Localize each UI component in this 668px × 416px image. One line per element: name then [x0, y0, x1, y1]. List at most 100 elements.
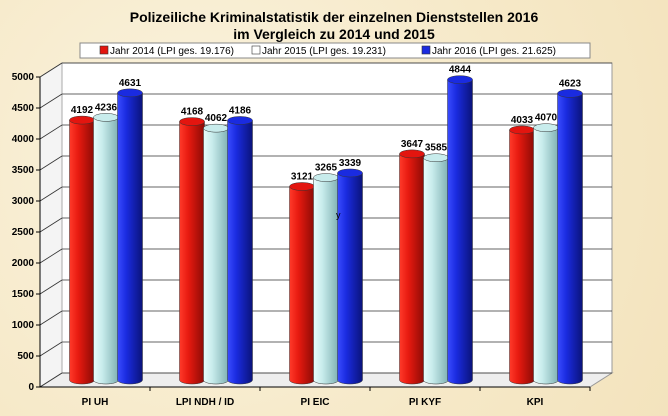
- y-tick-label: 5000: [12, 72, 35, 83]
- x-tick-label: KPI: [527, 397, 544, 408]
- legend-swatch: [99, 45, 109, 55]
- bar-cap: [447, 75, 473, 84]
- bar: 3265: [313, 163, 339, 385]
- data-label: 4192: [71, 105, 94, 116]
- data-label: 3265: [315, 163, 338, 174]
- y-tick-label: 2500: [12, 227, 35, 238]
- data-label: 4186: [229, 105, 252, 116]
- bar: 4062: [203, 113, 229, 385]
- bar-cap: [313, 173, 339, 182]
- bar-cap: [227, 116, 253, 125]
- bar-cap: [557, 89, 583, 98]
- bar-cap: [399, 149, 425, 159]
- bar: 4236: [93, 102, 119, 385]
- y-tick-label: 1500: [12, 289, 35, 300]
- legend: Jahr 2014 (LPI ges. 19.176) Jahr 2015 (LP…: [79, 42, 591, 59]
- gridline-side: [39, 341, 63, 357]
- gridline-side: [39, 217, 63, 233]
- legend-box: [79, 42, 591, 59]
- bar-body: [117, 92, 143, 385]
- bar: 3585: [423, 143, 449, 385]
- x-tick-label: LPI NDH / ID: [176, 397, 234, 408]
- bar: 4631: [117, 78, 143, 385]
- gridline-side: [39, 93, 63, 109]
- bar-cap: [69, 115, 95, 125]
- y-tick-label: 0: [28, 382, 34, 393]
- bar-cap: [289, 182, 315, 191]
- bar-cap: [179, 117, 205, 126]
- legend-label: Jahr 2014 (LPI ges. 19.176): [110, 46, 234, 57]
- legend-swatch: [421, 45, 431, 55]
- data-label: 3647: [401, 139, 424, 150]
- bar: 4623: [557, 78, 583, 385]
- gridline-side: [39, 62, 63, 78]
- bar-cap: [509, 125, 535, 135]
- bar-cap: [337, 168, 363, 178]
- data-label: 4070: [535, 113, 558, 124]
- bar-cap: [117, 88, 143, 98]
- bar-body: [533, 127, 559, 385]
- bar-body: [447, 79, 473, 385]
- bar-body: [93, 117, 119, 385]
- bar: 3121: [289, 171, 315, 385]
- bar-body: [337, 172, 363, 385]
- bar: 4033: [509, 115, 535, 385]
- y-tick-label: 4000: [12, 134, 35, 145]
- bar: 4186: [227, 105, 253, 385]
- bar-body: [509, 129, 535, 385]
- y-tick-label: 500: [17, 351, 34, 362]
- bar: 4168: [179, 107, 205, 385]
- stray-annotation: y: [336, 210, 341, 220]
- bar-body: [203, 127, 229, 385]
- bar: 4844: [447, 65, 473, 385]
- bar-body: [227, 120, 253, 385]
- legend-label: Jahr 2016 (LPI ges. 21.625): [432, 46, 556, 57]
- bar-cap: [93, 113, 119, 122]
- bar-body: [423, 157, 449, 385]
- chart-title: Polizeiliche Kriminalstatistik der einze…: [130, 9, 539, 25]
- bar-cap: [423, 153, 449, 162]
- gridline-side: [39, 372, 63, 388]
- bar-body: [69, 119, 95, 385]
- data-label: 4062: [205, 113, 228, 124]
- bar: 4070: [533, 113, 559, 385]
- y-tick-label: 3000: [12, 196, 35, 207]
- bar-body: [289, 186, 315, 385]
- y-tick-label: 4500: [12, 103, 35, 114]
- chart-subtitle: im Vergleich zu 2014 und 2015: [233, 26, 435, 42]
- gridline-side: [39, 155, 63, 171]
- gridline-side: [39, 124, 63, 140]
- bar: 3647: [399, 139, 425, 385]
- y-tick-label: 1000: [12, 320, 35, 331]
- y-tick-label: 3500: [12, 165, 35, 176]
- y-tick-label: 2000: [12, 258, 35, 269]
- gridline-side: [39, 310, 63, 326]
- bar-body: [179, 121, 205, 385]
- data-label: 3121: [291, 171, 314, 182]
- bar: 4192: [69, 105, 95, 385]
- bar: 3339: [337, 158, 363, 385]
- data-label: 3585: [425, 143, 448, 154]
- legend-label: Jahr 2015 (LPI ges. 19.231): [262, 46, 386, 57]
- bar-cap: [203, 123, 229, 133]
- data-label: 4168: [181, 107, 204, 118]
- bar-body: [313, 177, 339, 385]
- x-tick-label: PI EIC: [301, 397, 330, 408]
- bar-cap: [533, 123, 559, 132]
- data-label: 4631: [119, 78, 142, 89]
- data-label: 4033: [511, 115, 534, 126]
- bar-body: [399, 153, 425, 385]
- data-label: 4236: [95, 102, 118, 113]
- legend-swatch: [251, 45, 261, 55]
- gridline-side: [39, 279, 63, 295]
- data-label: 4844: [449, 65, 472, 76]
- gridline-side: [39, 248, 63, 264]
- gridline-side: [39, 186, 63, 202]
- x-tick-label: PI UH: [82, 397, 109, 408]
- bar-body: [557, 93, 583, 385]
- data-label: 4623: [559, 78, 582, 89]
- data-label: 3339: [339, 158, 362, 169]
- x-tick-label: PI KYF: [409, 397, 441, 408]
